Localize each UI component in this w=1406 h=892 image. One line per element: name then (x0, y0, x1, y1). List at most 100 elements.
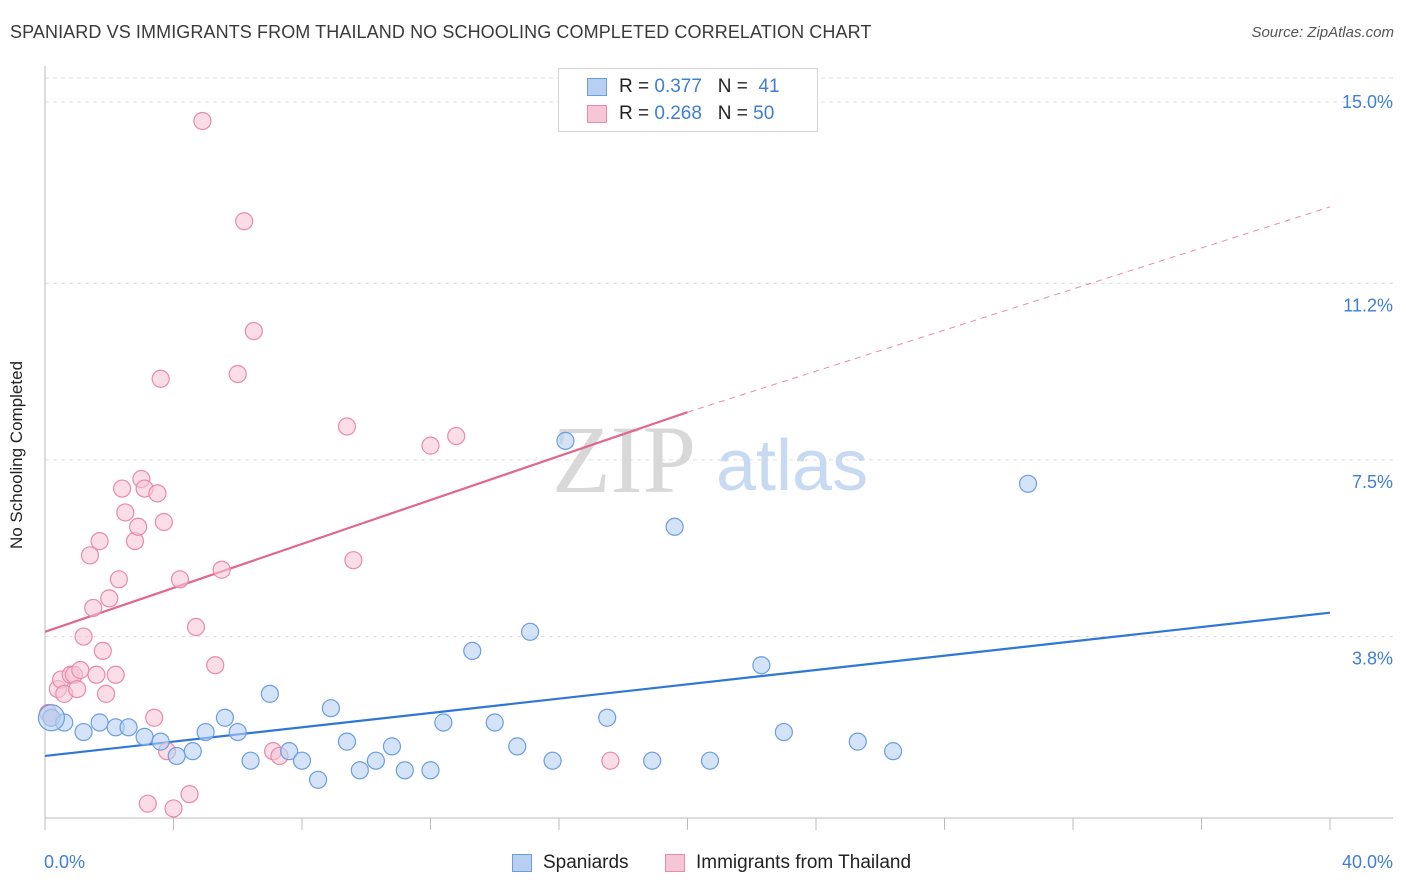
series-legend-label: Immigrants from Thailand (696, 852, 912, 873)
point-thailand (337, 417, 357, 436)
point-spaniards (151, 732, 170, 751)
legend-r-value: 0.268 (654, 103, 702, 124)
point-spaniards (228, 722, 247, 742)
source-credit: Source: ZipAtlas.com (1251, 24, 1394, 41)
point-thailand (109, 570, 128, 589)
point-thailand (344, 551, 363, 570)
point-thailand (601, 751, 620, 770)
legend-n-label: N = (717, 103, 754, 124)
point-thailand (228, 364, 247, 384)
point-thailand (106, 665, 125, 684)
point-spaniards (395, 761, 414, 780)
legend-swatch-blue (587, 78, 607, 96)
point-spaniards (90, 713, 109, 732)
series-legend-spaniards[interactable]: Spaniards (512, 852, 629, 874)
watermark-zip: ZIP (552, 406, 696, 513)
point-thailand (129, 517, 148, 536)
data-points (37, 111, 1038, 818)
y-tick-label: 11.2% (1343, 295, 1393, 315)
point-thailand (154, 512, 173, 532)
point-spaniards (241, 751, 260, 770)
point-thailand (96, 684, 116, 703)
legend-swatch-pink (587, 105, 607, 123)
point-thailand (151, 369, 170, 388)
point-thailand (90, 531, 109, 551)
y-tick-labels: 3.8% 7.5% 11.2% 15.0% (1342, 92, 1393, 669)
point-thailand (145, 708, 164, 727)
point-spaniards (508, 737, 527, 756)
correlation-legend: R = 0.377 N = 41 R = 0.268 N = 50 (558, 68, 818, 132)
point-thailand (74, 627, 93, 646)
point-spaniards-cluster (37, 704, 66, 732)
point-spaniards (700, 751, 720, 770)
point-thailand (71, 660, 90, 680)
series-legend-label: Spaniards (543, 852, 629, 873)
point-thailand (170, 570, 190, 589)
axes (44, 66, 1393, 830)
point-thailand (421, 436, 440, 455)
point-thailand (206, 656, 225, 675)
point-thailand (84, 598, 103, 618)
point-spaniards (520, 622, 540, 641)
legend-r-value: 0.377 (654, 76, 702, 97)
point-spaniards (292, 751, 312, 770)
trend-lines (44, 206, 1331, 758)
legend-swatch-blue (512, 854, 532, 872)
point-spaniards (74, 722, 93, 742)
point-thailand (138, 794, 157, 813)
point-spaniards (774, 722, 793, 742)
trend-extension-thailand (687, 206, 1331, 413)
point-spaniards (135, 727, 154, 746)
watermark: ZIP atlas (552, 406, 868, 513)
point-spaniards (485, 713, 504, 732)
legend-n-value: 50 (753, 103, 775, 124)
series-legend: Spaniards Immigrants from Thailand (0, 852, 1406, 878)
series-legend-thailand[interactable]: Immigrants from Thailand (665, 852, 911, 874)
point-spaniards (280, 742, 299, 761)
point-spaniards (119, 718, 138, 737)
legend-swatch-pink (665, 854, 685, 872)
gridlines (45, 77, 1393, 638)
point-spaniards (350, 761, 369, 780)
point-spaniards (366, 751, 385, 770)
legend-n-value: 41 (758, 76, 780, 97)
point-spaniards (665, 517, 684, 536)
point-thailand (112, 479, 132, 498)
point-spaniards (215, 708, 234, 727)
point-spaniards (643, 751, 662, 770)
point-thailand (80, 546, 100, 565)
point-spaniards (543, 751, 562, 770)
point-spaniards (337, 732, 357, 751)
x-tick-min: 0.0% (44, 852, 86, 872)
x-tick-max: 40.0% (1341, 852, 1393, 872)
point-thailand (164, 799, 183, 818)
point-thailand (116, 503, 135, 522)
trend-line-thailand (44, 411, 688, 633)
point-thailand (100, 589, 119, 608)
chart-title: SPANIARD VS IMMIGRANTS FROM THAILAND NO … (10, 22, 872, 42)
legend-n-label: N = (717, 76, 754, 97)
point-spaniards (848, 732, 867, 751)
point-spaniards (308, 770, 328, 789)
point-spaniards (196, 722, 215, 742)
point-spaniards (752, 656, 771, 675)
point-thailand (235, 212, 254, 231)
y-tick-label: 7.5% (1352, 472, 1393, 492)
point-spaniards (382, 737, 402, 756)
trend-line-spaniards (44, 611, 1331, 758)
point-thailand (244, 321, 263, 341)
point-thailand (180, 785, 199, 804)
point-spaniards (260, 684, 279, 703)
watermark-atlas: atlas (716, 426, 868, 506)
point-spaniards (1018, 474, 1038, 493)
point-spaniards (434, 713, 453, 732)
point-thailand (93, 641, 112, 661)
legend-r-label: R = (619, 76, 655, 97)
y-axis-label: No Schooling Completed (7, 360, 26, 550)
y-tick-label: 15.0% (1342, 92, 1393, 112)
legend-r-label: R = (619, 103, 655, 124)
point-spaniards (321, 699, 341, 718)
point-spaniards (598, 708, 617, 727)
point-thailand (447, 426, 466, 446)
